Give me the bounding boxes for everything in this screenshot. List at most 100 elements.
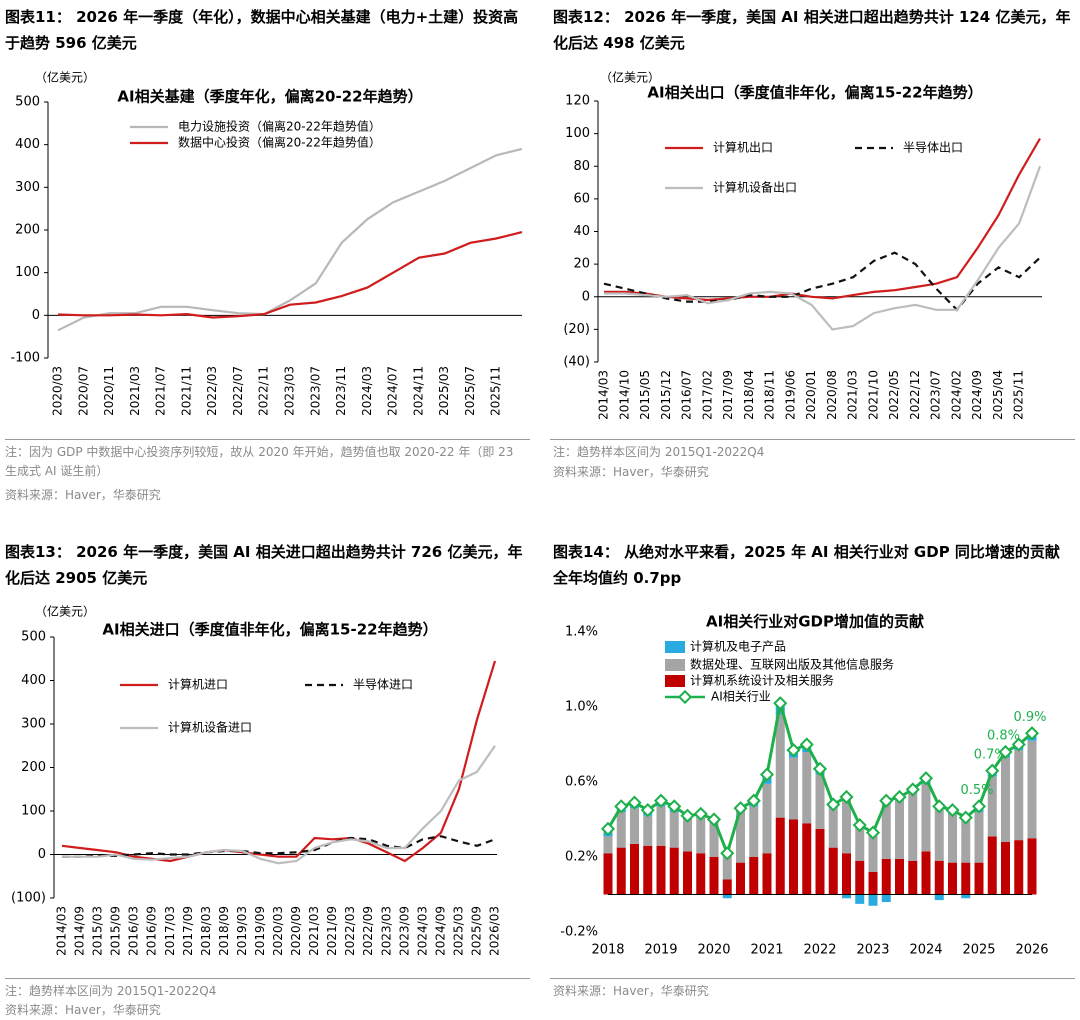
series-line — [603, 251, 1041, 312]
bar — [868, 832, 878, 872]
x-tick-label: 2026 — [1015, 943, 1048, 958]
y-tick-label: 0 — [38, 847, 46, 862]
x-tick-label: 2022/03 — [205, 366, 219, 416]
x-tick-label: 2023/07 — [929, 370, 943, 420]
y-tick-label: 1.0% — [565, 700, 598, 715]
chart-title: AI相关基建（季度年化，偏离20-22年趋势） — [117, 88, 422, 106]
y-tick-label: (100) — [11, 891, 46, 906]
y-tick-label: 100 — [21, 804, 46, 819]
x-tick-label: 2014/03 — [597, 370, 611, 420]
bar — [855, 825, 865, 861]
marker — [786, 743, 801, 758]
x-tick-label: 2024/09 — [970, 370, 984, 420]
y-tick-label: 200 — [15, 223, 40, 238]
x-tick-label: 2015/09 — [109, 906, 123, 956]
x-tick-label: 2023/03 — [283, 366, 297, 416]
unit-label: （亿美元） — [35, 70, 95, 85]
bar — [987, 836, 997, 895]
bar — [987, 776, 997, 837]
x-tick-label: 2016/09 — [145, 906, 159, 956]
value-label: 0.8% — [987, 729, 1020, 744]
note: 注：因为 GDP 中数据中心投资序列较短，故从 2020 年开始，趋势值也取 2… — [5, 445, 514, 478]
marker — [826, 797, 841, 812]
bar — [762, 783, 772, 854]
y-tick-label: 500 — [15, 95, 40, 110]
bar — [974, 812, 984, 863]
marker — [1011, 737, 1026, 752]
bar — [815, 774, 825, 829]
legend-label: 数据中心投资（偏离20-22年趋势值） — [178, 135, 381, 150]
bar — [656, 845, 666, 895]
figure-caption: 图表13： 2026 年一季度，美国 AI 相关进口超出趋势共计 726 亿美元… — [5, 543, 523, 587]
x-tick-label: 2019/03 — [235, 906, 249, 956]
bar — [881, 894, 891, 902]
bar — [656, 806, 666, 846]
bar — [722, 894, 732, 899]
bar — [736, 862, 745, 895]
marker — [865, 825, 881, 840]
y-tick-label: 300 — [15, 180, 40, 195]
y-tick-label: 120 — [565, 94, 590, 109]
marker — [720, 846, 735, 861]
x-tick-label: 2020/03 — [271, 906, 285, 956]
bar — [1014, 750, 1024, 841]
bar — [789, 757, 798, 820]
x-tick-label: 2018/03 — [199, 906, 213, 956]
x-tick-label: 2023/09 — [397, 906, 411, 956]
x-tick-label: 2025/11 — [489, 366, 503, 416]
x-tick-label: 2015/12 — [659, 370, 673, 420]
series-line — [57, 147, 523, 332]
marker — [706, 812, 722, 827]
x-tick-label: 2021/03 — [307, 906, 321, 956]
y-tick-label: 400 — [15, 137, 40, 152]
marker — [640, 803, 655, 818]
bar — [828, 847, 838, 895]
x-tick-label: 2022 — [803, 943, 836, 958]
x-tick-label: 2022/07 — [231, 366, 245, 416]
x-tick-label: 2022/12 — [908, 370, 922, 420]
series-line — [62, 835, 496, 858]
x-tick-label: 2022/05 — [887, 370, 901, 420]
note: 注：趋势样本区间为 2015Q1-2022Q4 — [5, 984, 217, 998]
legend-marker — [677, 689, 693, 705]
x-tick-label: 2025/07 — [463, 366, 477, 416]
x-tick-label: 2022/03 — [343, 906, 357, 956]
x-tick-label: 2024 — [909, 943, 942, 958]
x-tick-label: 2017/09 — [181, 906, 195, 956]
series-line — [62, 745, 496, 865]
marker — [733, 801, 748, 816]
bar — [881, 800, 891, 859]
x-tick-label: 2025/03 — [451, 906, 465, 956]
bar — [775, 714, 785, 818]
bar — [722, 879, 732, 895]
marker — [945, 803, 960, 818]
y-tick-label: 200 — [21, 760, 46, 775]
y-tick-label: (40) — [563, 355, 590, 370]
bar — [789, 819, 798, 895]
marker — [746, 793, 761, 808]
bar — [1001, 757, 1010, 842]
y-tick-label: 400 — [21, 673, 46, 688]
legend-label: 计算机及电子产品 — [690, 639, 786, 654]
source: 资料来源：Haver，华泰研究 — [5, 488, 161, 502]
x-tick-label: 2017/09 — [721, 370, 735, 420]
x-tick-label: 2020/03 — [51, 366, 65, 416]
y-tick-label: 60 — [573, 191, 590, 206]
bar — [948, 862, 957, 895]
x-tick-label: 2020/01 — [804, 370, 818, 420]
y-tick-label: 300 — [21, 717, 46, 732]
figure-caption: 图表11： 2026 年一季度（年化），数据中心相关基建（电力+土建）投资高于趋… — [5, 8, 519, 52]
bar — [842, 853, 851, 895]
bar — [643, 845, 653, 895]
unit-label: （亿美元） — [35, 604, 95, 619]
marker — [799, 737, 814, 752]
x-tick-label: 2021/11 — [179, 366, 193, 416]
marker — [905, 782, 920, 797]
bar — [828, 808, 838, 848]
bar — [1027, 838, 1037, 895]
series-line — [57, 231, 523, 319]
x-tick-label: 2023/07 — [308, 366, 322, 416]
bar — [948, 813, 957, 863]
bar — [775, 817, 785, 895]
x-tick-label: 2020/08 — [825, 370, 839, 420]
